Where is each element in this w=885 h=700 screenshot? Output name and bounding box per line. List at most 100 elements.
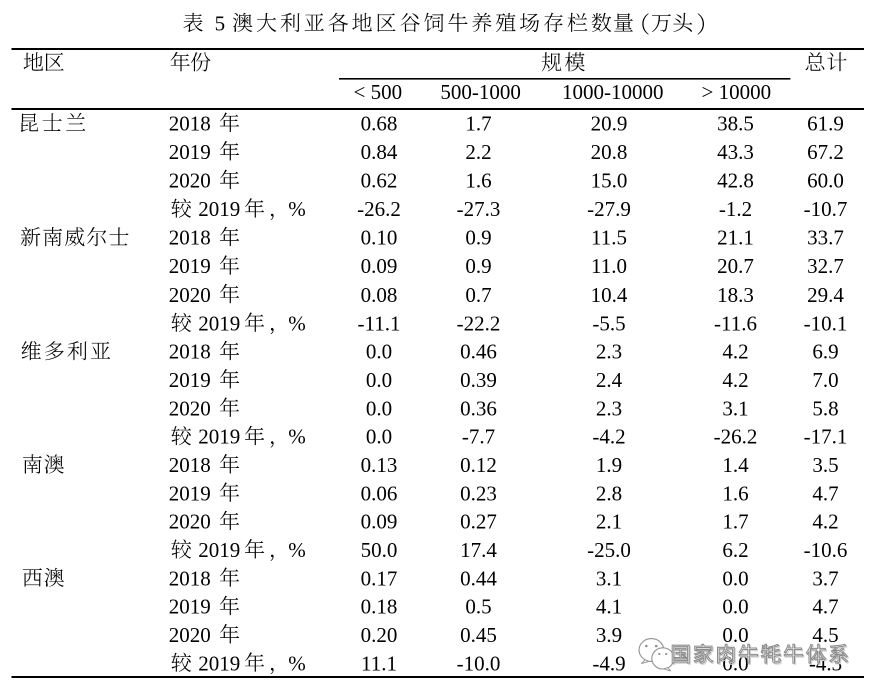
svg-text:3.1: 3.1	[722, 396, 748, 420]
svg-text:-17.1: -17.1	[804, 425, 848, 449]
svg-text:43.3: 43.3	[717, 140, 754, 164]
svg-text:-27.9: -27.9	[587, 197, 631, 221]
svg-text:0.39: 0.39	[460, 368, 497, 392]
svg-text:-7.7: -7.7	[462, 425, 495, 449]
svg-text:%: %	[288, 538, 306, 562]
svg-text:0.45: 0.45	[460, 623, 497, 647]
svg-text:0.27: 0.27	[460, 510, 497, 534]
svg-text:%: %	[288, 425, 306, 449]
svg-text:2019: 2019	[198, 425, 240, 449]
svg-text:2018: 2018	[169, 111, 211, 135]
svg-text:0.5: 0.5	[465, 595, 491, 619]
svg-text:61.9: 61.9	[807, 111, 844, 135]
svg-text:1.6: 1.6	[722, 481, 748, 505]
svg-text:0.23: 0.23	[460, 481, 497, 505]
svg-text:33.7: 33.7	[807, 226, 844, 250]
svg-text:2020: 2020	[169, 169, 211, 193]
svg-text:0.46: 0.46	[460, 340, 497, 364]
svg-text:-11.1: -11.1	[358, 311, 401, 335]
svg-text:32.7: 32.7	[807, 254, 844, 278]
svg-text:> 10000: > 10000	[702, 80, 772, 104]
svg-text:< 500: < 500	[354, 80, 403, 104]
svg-text:0.20: 0.20	[361, 623, 398, 647]
svg-text:42.8: 42.8	[717, 169, 754, 193]
svg-text:0.0: 0.0	[722, 566, 748, 590]
svg-text:5: 5	[215, 11, 226, 35]
svg-text:4.5: 4.5	[812, 623, 838, 647]
svg-text:2020: 2020	[169, 623, 211, 647]
svg-text:0.0: 0.0	[722, 595, 748, 619]
svg-text:0.62: 0.62	[361, 169, 398, 193]
svg-text:67.2: 67.2	[807, 140, 844, 164]
svg-text:1.4: 1.4	[722, 453, 749, 477]
svg-text:1000-10000: 1000-10000	[562, 80, 664, 104]
svg-text:6.9: 6.9	[812, 340, 838, 364]
svg-text:0.9: 0.9	[465, 254, 491, 278]
svg-text:-26.2: -26.2	[357, 197, 401, 221]
svg-text:0.18: 0.18	[361, 595, 398, 619]
svg-text:11.0: 11.0	[591, 254, 627, 278]
svg-text:0.36: 0.36	[460, 396, 497, 420]
svg-text:4.2: 4.2	[722, 368, 748, 392]
svg-text:29.4: 29.4	[807, 283, 844, 307]
svg-text:3.1: 3.1	[596, 566, 622, 590]
svg-text:0.9: 0.9	[465, 226, 491, 250]
svg-text:2019: 2019	[198, 538, 240, 562]
svg-text:-11.6: -11.6	[714, 311, 757, 335]
svg-text:2.4: 2.4	[596, 368, 623, 392]
svg-text:2.2: 2.2	[465, 140, 491, 164]
svg-text:50.0: 50.0	[361, 538, 398, 562]
svg-text:-10.7: -10.7	[804, 197, 848, 221]
svg-text:%: %	[288, 197, 306, 221]
svg-text:-22.2: -22.2	[457, 311, 501, 335]
svg-text:-10.0: -10.0	[457, 651, 501, 675]
svg-text:11.5: 11.5	[591, 226, 627, 250]
svg-text:2019: 2019	[169, 368, 211, 392]
svg-text:2020: 2020	[169, 396, 211, 420]
svg-text:-5.5: -5.5	[592, 311, 625, 335]
svg-text:10.4: 10.4	[591, 283, 628, 307]
svg-text:%: %	[288, 651, 306, 675]
svg-text:-25.0: -25.0	[587, 538, 631, 562]
svg-text:0.10: 0.10	[361, 226, 398, 250]
svg-text:0.06: 0.06	[361, 481, 398, 505]
svg-text:2018: 2018	[169, 226, 211, 250]
svg-text:2019: 2019	[198, 311, 240, 335]
svg-text:0.08: 0.08	[361, 283, 398, 307]
svg-text:-4.2: -4.2	[592, 425, 625, 449]
svg-text:3.5: 3.5	[812, 453, 838, 477]
svg-text:0.0: 0.0	[366, 425, 392, 449]
svg-text:-1.2: -1.2	[719, 197, 752, 221]
svg-text:17.4: 17.4	[460, 538, 497, 562]
svg-text:2018: 2018	[169, 453, 211, 477]
svg-text:20.8: 20.8	[591, 140, 628, 164]
svg-text:0.13: 0.13	[361, 453, 398, 477]
svg-text:4.7: 4.7	[812, 481, 838, 505]
svg-text:1.6: 1.6	[465, 169, 491, 193]
svg-text:0.44: 0.44	[460, 566, 497, 590]
svg-text:4.2: 4.2	[722, 340, 748, 364]
svg-text:3.7: 3.7	[812, 566, 838, 590]
svg-text:0.0: 0.0	[722, 623, 748, 647]
svg-text:3.9: 3.9	[596, 623, 622, 647]
svg-text:2019: 2019	[169, 254, 211, 278]
svg-text:0.09: 0.09	[361, 510, 398, 534]
svg-text:2.1: 2.1	[596, 510, 622, 534]
svg-text:2018: 2018	[169, 340, 211, 364]
svg-text:2019: 2019	[198, 197, 240, 221]
svg-text:6.2: 6.2	[722, 538, 748, 562]
svg-text:0.0: 0.0	[366, 368, 392, 392]
svg-text:4.7: 4.7	[812, 595, 838, 619]
svg-text:2019: 2019	[169, 481, 211, 505]
svg-text:2020: 2020	[169, 510, 211, 534]
svg-text:500-1000: 500-1000	[440, 80, 521, 104]
svg-text:1.7: 1.7	[722, 510, 748, 534]
svg-text:11.1: 11.1	[361, 651, 397, 675]
svg-text:2.3: 2.3	[596, 396, 622, 420]
svg-text:2019: 2019	[169, 595, 211, 619]
svg-text:0.17: 0.17	[361, 566, 398, 590]
svg-text:5.8: 5.8	[812, 396, 838, 420]
svg-text:4.2: 4.2	[812, 510, 838, 534]
svg-text:0.09: 0.09	[361, 254, 398, 278]
svg-text:2020: 2020	[169, 283, 211, 307]
